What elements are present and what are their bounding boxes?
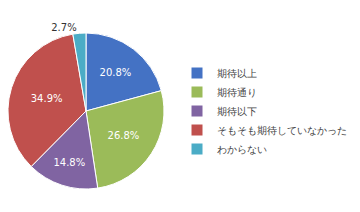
- svg-text:期待通り: 期待通り: [217, 87, 257, 98]
- svg-text:14.8%: 14.8%: [53, 157, 85, 168]
- svg-text:2.7%: 2.7%: [51, 22, 76, 33]
- svg-text:そもそも期待していなかった: そもそも期待していなかった: [217, 125, 347, 136]
- svg-text:期待以下: 期待以下: [217, 106, 257, 117]
- svg-text:期待以上: 期待以上: [217, 68, 257, 79]
- svg-text:20.8%: 20.8%: [100, 67, 132, 78]
- svg-text:34.9%: 34.9%: [31, 93, 63, 104]
- svg-text:わからない: わからない: [217, 144, 267, 155]
- svg-text:26.8%: 26.8%: [108, 130, 140, 141]
